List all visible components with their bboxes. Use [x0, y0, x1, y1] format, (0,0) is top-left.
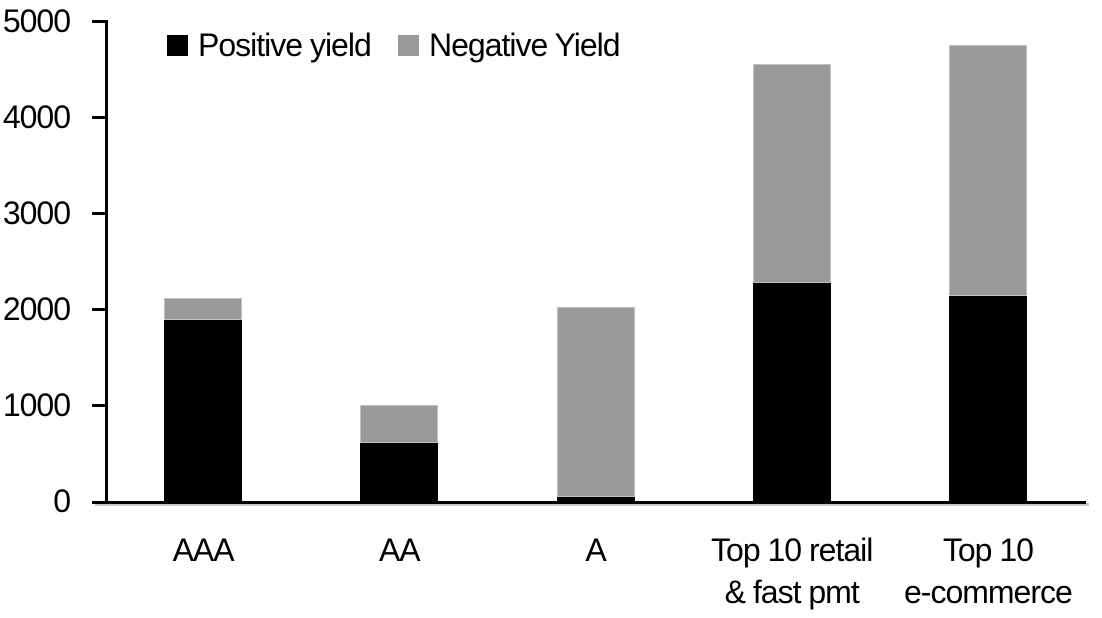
legend-swatch-negative-yield	[398, 34, 419, 56]
bar-aaa-negative-segment	[164, 298, 243, 320]
x-category-label-top-10-e-commerce: Top 10 e-commerce	[903, 532, 1073, 610]
bar-aa-positive-segment	[360, 443, 439, 501]
y-tick-5000	[92, 20, 108, 23]
bar-top-10-retail-fast-pmt-negative-segment	[752, 64, 831, 284]
legend-swatch-positive-yield	[167, 34, 188, 56]
legend-label-negative-yield: Negative Yield	[429, 26, 621, 63]
x-category-label-aaa: AAA	[172, 532, 235, 568]
y-tick-label-4000: 4000	[2, 99, 71, 135]
y-tick-label-1000: 1000	[2, 387, 71, 423]
bar-aaa-positive-segment	[164, 319, 243, 501]
bar-top-10-e-commerce-positive-segment	[948, 295, 1027, 501]
legend-label-positive-yield: Positive yield	[198, 26, 372, 63]
y-tick-label-2000: 2000	[2, 291, 71, 327]
x-category-label-aa: AA	[378, 532, 421, 568]
y-tick-label-0: 0	[53, 483, 71, 519]
y-tick-label-3000: 3000	[2, 195, 71, 231]
bar-a-positive-segment	[556, 496, 635, 501]
legend-item-positive-yield: Positive yield	[167, 27, 372, 63]
x-axis-line	[92, 501, 1086, 504]
x-category-label-top-10-retail-fast-pmt: Top 10 retail & fast pmt	[711, 532, 873, 610]
y-tick-3000	[92, 212, 108, 215]
y-tick-1000	[92, 404, 108, 407]
x-category-label-a: A	[585, 532, 606, 568]
y-tick-4000	[92, 116, 108, 119]
bar-top-10-e-commerce-negative-segment	[948, 45, 1027, 296]
bar-aa-negative-segment	[360, 405, 439, 444]
legend-item-negative-yield: Negative Yield	[398, 27, 621, 63]
bar-a-negative-segment	[556, 306, 635, 497]
bar-top-10-retail-fast-pmt-positive-segment	[752, 283, 831, 501]
y-tick-label-5000: 5000	[2, 3, 71, 39]
y-tick-2000	[92, 308, 108, 311]
y-axis-line	[105, 21, 108, 504]
